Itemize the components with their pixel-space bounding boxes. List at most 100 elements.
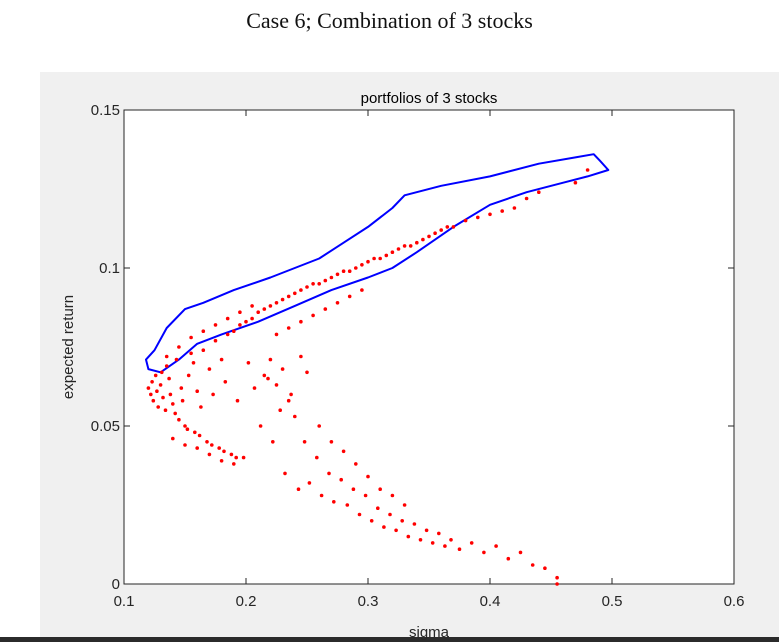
portfolio-point (177, 345, 181, 349)
portfolio-point (412, 522, 417, 526)
portfolio-point (183, 424, 187, 428)
portfolio-point (183, 443, 187, 447)
portfolio-point (482, 550, 486, 555)
axis-tick-labels: 0.1 0.2 0.3 0.4 0.5 0.6 0 0.05 0.1 0.15 (91, 102, 745, 610)
portfolio-point (167, 376, 171, 381)
portfolio-point (232, 329, 236, 334)
portfolio-point (476, 215, 480, 220)
portfolio-point (241, 455, 246, 460)
x-tick-label: 0.1 (114, 593, 135, 610)
portfolio-point (323, 307, 328, 311)
portfolio-point (366, 259, 370, 264)
portfolio-point (445, 225, 450, 229)
portfolio-point (376, 506, 380, 511)
portfolio-point (174, 357, 179, 362)
portfolio-point (319, 493, 324, 498)
plot-area (123, 109, 735, 585)
portfolio-point (518, 550, 523, 555)
portfolio-point (421, 237, 425, 242)
portfolio-point (201, 348, 206, 353)
portfolio-point (357, 512, 362, 517)
portfolio-point (161, 395, 165, 400)
portfolio-point (195, 446, 199, 450)
portfolio-point (543, 566, 547, 570)
portfolio-point (524, 196, 529, 201)
axis-ticks (123, 109, 735, 585)
portfolio-point (193, 430, 197, 435)
portfolio-point (207, 452, 212, 457)
portfolio-point (537, 190, 541, 194)
portfolio-point (201, 329, 206, 334)
portfolio-point (207, 367, 212, 371)
portfolio-point (345, 503, 350, 507)
portfolio-point (488, 212, 492, 217)
portfolio-point (329, 440, 334, 444)
portfolio-point (274, 383, 279, 387)
portfolio-point (205, 440, 209, 444)
portfolio-point (262, 373, 267, 378)
portfolio-point (189, 351, 193, 356)
portfolio-point (286, 326, 291, 330)
portfolio-point (293, 414, 297, 419)
portfolio-point (443, 544, 447, 548)
y-tick-label: 0 (112, 576, 120, 593)
portfolio-point (171, 436, 175, 441)
portfolio-point (394, 528, 398, 533)
portfolio-point (500, 209, 505, 213)
portfolio-point (252, 386, 257, 390)
portfolio-point (341, 449, 346, 454)
portfolio-point (396, 247, 401, 251)
portfolio-point (256, 310, 261, 315)
portfolio-point (283, 471, 287, 476)
portfolio-point (388, 512, 392, 517)
portfolio-point (232, 462, 236, 466)
portfolio-point (213, 323, 218, 327)
portfolio-point (197, 433, 202, 438)
portfolio-point (378, 487, 383, 492)
portfolio-point (244, 319, 248, 324)
portfolio-point (372, 256, 376, 261)
portfolio-point (163, 408, 168, 413)
portfolio-point (299, 319, 303, 324)
portfolio-point (400, 519, 405, 523)
points-layer (146, 168, 590, 586)
portfolio-point (268, 357, 273, 362)
document-heading: Case 6; Combination of 3 stocks (246, 8, 533, 33)
portfolio-point (171, 402, 175, 406)
portfolio-point (317, 282, 322, 286)
portfolio-point (210, 443, 214, 447)
portfolio-point (296, 487, 301, 492)
portfolio-point (327, 471, 331, 476)
portfolio-point (150, 380, 154, 384)
portfolio-point (402, 244, 407, 248)
portfolio-point (323, 278, 328, 283)
portfolio-point (335, 272, 340, 277)
portfolio-point (289, 392, 293, 397)
portfolio-point (378, 256, 383, 261)
portfolio-point (229, 452, 234, 457)
portfolio-point (195, 389, 199, 394)
y-tick-label: 0.05 (91, 418, 120, 435)
portfolio-point (238, 310, 242, 315)
portfolio-point (530, 563, 535, 567)
portfolio-point (155, 389, 159, 394)
portfolio-point (274, 301, 279, 305)
x-tick-label: 0.3 (358, 593, 379, 610)
portfolio-point (406, 534, 411, 539)
portfolio-point (305, 370, 309, 375)
x-tick-label: 0.2 (236, 593, 257, 610)
portfolio-point (311, 282, 315, 286)
portfolio-point (217, 446, 221, 450)
portfolio-point (199, 405, 203, 409)
portfolio-point (146, 386, 151, 390)
portfolio-point (418, 538, 423, 542)
portfolio-point (213, 338, 218, 343)
portfolio-point (317, 424, 322, 428)
portfolio-point (151, 398, 156, 403)
portfolio-point (369, 519, 374, 523)
x-axis-title: sigma (409, 624, 450, 641)
bottom-rule (0, 637, 779, 642)
portfolio-point (427, 234, 431, 239)
portfolio-point (286, 398, 291, 403)
